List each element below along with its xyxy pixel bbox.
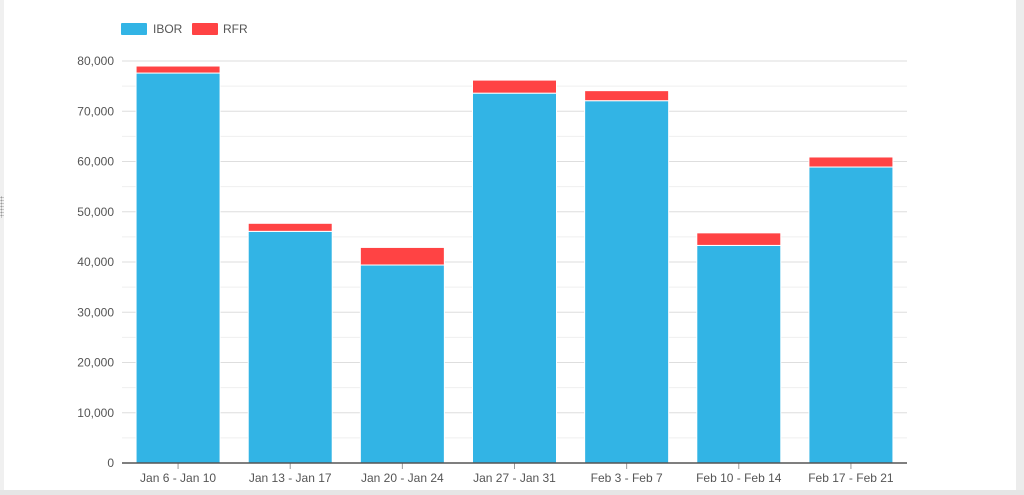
- x-tick-label: Jan 27 - Jan 31: [473, 471, 556, 485]
- x-tick-label: Jan 13 - Jan 17: [249, 471, 332, 485]
- x-axis: Jan 6 - Jan 10 Jan 13 - Jan 17 Jan 20 - Ja…: [122, 462, 907, 485]
- legend-item-rfr[interactable]: RFR: [192, 22, 248, 36]
- window-bottom-edge: [0, 490, 1024, 495]
- y-tick-label: 0: [107, 456, 114, 470]
- resize-handle[interactable]: [0, 196, 4, 218]
- chart-legend: IBOR RFR: [121, 22, 248, 36]
- legend-item-ibor[interactable]: IBOR: [121, 22, 183, 36]
- y-tick-label: 40,000: [77, 255, 114, 269]
- bar-rfr: [584, 90, 670, 102]
- bar-rfr: [696, 232, 782, 246]
- legend-label-ibor: IBOR: [153, 22, 183, 36]
- bar-rfr: [359, 246, 445, 266]
- x-tick-label: Jan 6 - Jan 10: [140, 471, 216, 485]
- y-tick-label: 20,000: [77, 356, 114, 370]
- bar-rfr: [472, 79, 557, 94]
- y-tick-label: 30,000: [77, 305, 114, 319]
- stacked-bar-chart: IBOR RFR 0 10,000 20,000 30,000 40,000 50,000…: [77, 22, 907, 485]
- y-tick-label: 70,000: [77, 104, 114, 118]
- bar-rfr: [135, 65, 221, 74]
- bar-ibor: [584, 100, 670, 464]
- y-tick-label: 80,000: [77, 54, 114, 68]
- y-tick-label: 10,000: [77, 406, 114, 420]
- bar-rfr: [247, 222, 333, 232]
- y-tick-label: 50,000: [77, 205, 114, 219]
- chart-panel: IBOR RFR 0 10,000 20,000 30,000 40,000 50,000…: [4, 0, 1016, 490]
- x-tick-label: Feb 17 - Feb 21: [808, 471, 894, 485]
- legend-swatch-ibor: [121, 23, 147, 35]
- x-tick-label: Feb 3 - Feb 7: [591, 471, 663, 485]
- legend-label-rfr: RFR: [223, 22, 248, 36]
- bar-ibor: [696, 244, 782, 464]
- bar-rfr: [808, 156, 894, 168]
- window-edge: [1016, 0, 1024, 495]
- bar-ibor: [247, 230, 333, 464]
- y-tick-label: 60,000: [77, 155, 114, 169]
- bar-ibor: [135, 72, 221, 464]
- bar-ibor: [472, 92, 557, 464]
- bar-ibor: [359, 264, 445, 464]
- y-axis: 0 10,000 20,000 30,000 40,000 50,000 60,000 70,…: [77, 54, 114, 470]
- x-tick-label: Jan 20 - Jan 24: [361, 471, 444, 485]
- bars: [135, 65, 894, 464]
- x-tick-label: Feb 10 - Feb 14: [696, 471, 782, 485]
- legend-swatch-rfr: [192, 23, 218, 35]
- bar-ibor: [808, 166, 894, 464]
